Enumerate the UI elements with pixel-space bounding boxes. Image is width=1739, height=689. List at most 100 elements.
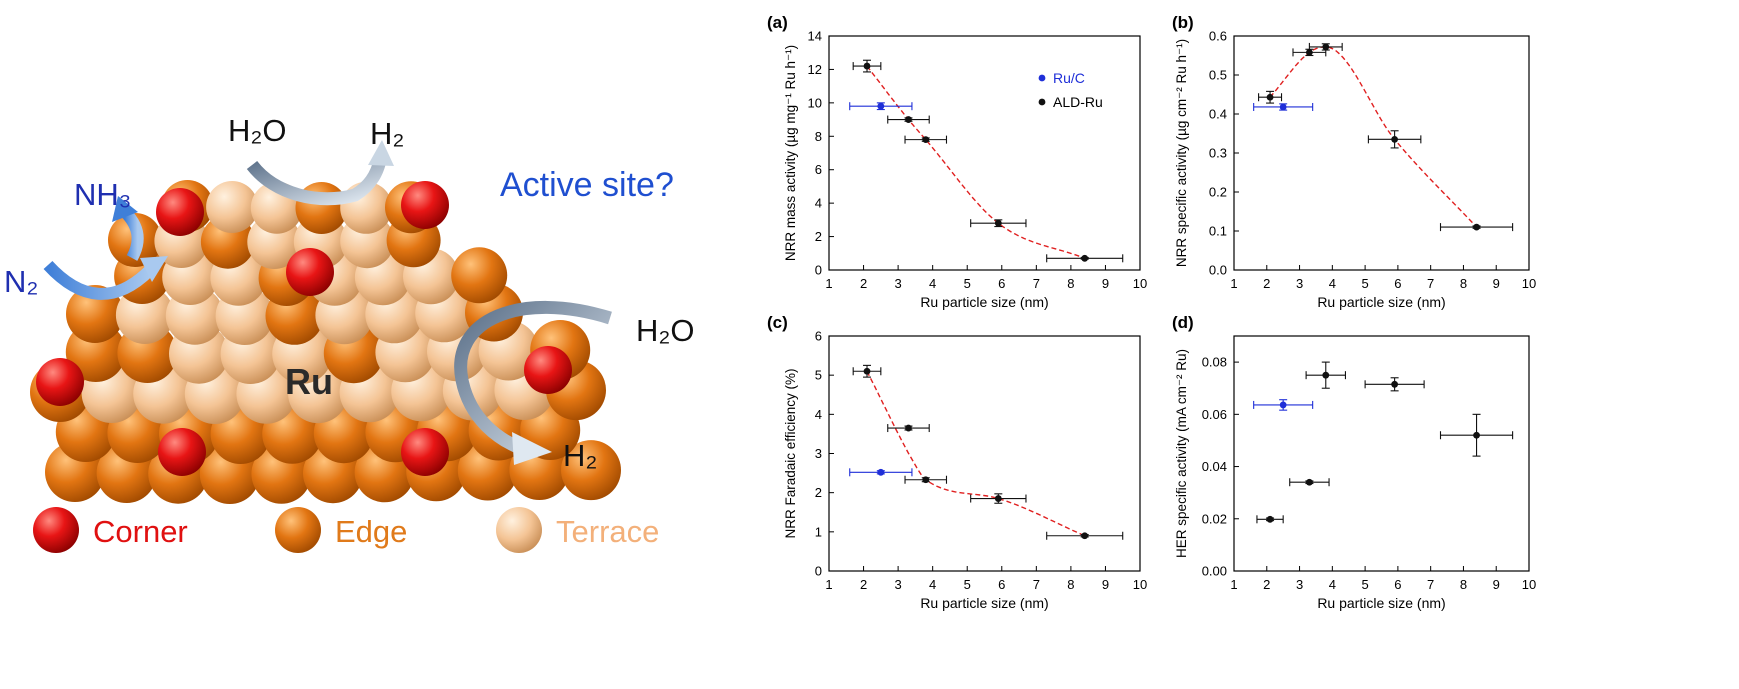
series-ald-ru bbox=[1258, 42, 1514, 232]
panel-label: (d) bbox=[1172, 313, 1194, 332]
y-tick-label: 0.3 bbox=[1209, 146, 1227, 161]
h2o-top-arrowhead-icon bbox=[368, 140, 394, 166]
chart-panel-d: 1 2 3 4 5 6 7 8 9 10 0.00 0.02 0.04 0.06 0.08 Ru partic… bbox=[1172, 313, 1536, 611]
plot-frame bbox=[828, 35, 1141, 271]
x-tick-label: 1 bbox=[1230, 276, 1237, 291]
x-tick-label: 10 bbox=[1133, 276, 1147, 291]
y-tick-label: 0.6 bbox=[1209, 29, 1227, 44]
y-axis-label: NRR mass activity (µg mg⁻¹ Ru h⁻¹) bbox=[783, 45, 798, 261]
legend-label: Ru/C bbox=[1053, 70, 1085, 86]
x-tick-label: 9 bbox=[1102, 276, 1109, 291]
corner-legend-label: Corner bbox=[93, 514, 188, 549]
x-tick-label: 2 bbox=[860, 276, 867, 291]
x-tick-label: 8 bbox=[1460, 276, 1467, 291]
x-tick-label: 8 bbox=[1067, 577, 1074, 592]
x-tick-label: 3 bbox=[1296, 577, 1303, 592]
y-axis-label: NRR specific activity (µg cm⁻² Ru h⁻¹) bbox=[1174, 39, 1189, 267]
y-tick-label: 10 bbox=[808, 95, 822, 110]
legend-label: ALD-Ru bbox=[1053, 94, 1103, 110]
n2-arrow-icon bbox=[43, 260, 155, 300]
x-axis-label: Ru particle size (nm) bbox=[920, 595, 1048, 611]
h2-right-arrowhead-icon bbox=[512, 432, 552, 465]
y-tick-label: 0.1 bbox=[1209, 224, 1227, 239]
x-tick-label: 7 bbox=[1427, 276, 1434, 291]
x-tick-label: 3 bbox=[894, 276, 901, 291]
x-tick-label: 1 bbox=[825, 577, 832, 592]
h2o-right-arrow-icon bbox=[454, 300, 612, 455]
x-tick-label: 2 bbox=[1263, 577, 1270, 592]
data-point bbox=[877, 468, 885, 476]
panel-label: (b) bbox=[1172, 13, 1194, 32]
x-tick-label: 4 bbox=[929, 577, 936, 592]
x-tick-label: 5 bbox=[964, 577, 971, 592]
x-tick-label: 3 bbox=[1296, 276, 1303, 291]
x-tick-label: 2 bbox=[1263, 276, 1270, 291]
data-point bbox=[1081, 254, 1089, 262]
n2-label: N₂ bbox=[4, 264, 38, 299]
data-point bbox=[1305, 478, 1313, 486]
x-tick-label: 6 bbox=[1394, 577, 1401, 592]
panel-label: (c) bbox=[767, 313, 788, 332]
corner-atom bbox=[158, 428, 206, 476]
x-tick-label: 5 bbox=[1361, 276, 1368, 291]
panel-label: (a) bbox=[767, 13, 788, 32]
data-point bbox=[905, 116, 912, 123]
data-point bbox=[863, 62, 871, 70]
atom bbox=[66, 285, 124, 343]
h2o-top-arrow-icon bbox=[246, 158, 387, 206]
x-tick-label: 6 bbox=[998, 276, 1005, 291]
h2-top-label: H₂ bbox=[370, 116, 404, 151]
y-tick-label: 0.0 bbox=[1209, 263, 1227, 278]
y-tick-label: 0.06 bbox=[1202, 407, 1227, 422]
atom bbox=[206, 181, 259, 233]
y-tick-label: 5 bbox=[815, 368, 822, 383]
x-axis-label: Ru particle size (nm) bbox=[1317, 595, 1445, 611]
series-ru-c bbox=[849, 102, 913, 111]
x-tick-label: 6 bbox=[998, 577, 1005, 592]
x-tick-label: 1 bbox=[1230, 577, 1237, 592]
series-ald-ru bbox=[852, 364, 1124, 540]
fit-curve bbox=[866, 370, 1085, 537]
data-point bbox=[994, 219, 1002, 227]
x-tick-label: 7 bbox=[1427, 577, 1434, 592]
y-tick-label: 0.04 bbox=[1202, 459, 1227, 474]
y-axis-label: HER specific activity (mA cm⁻² Ru) bbox=[1174, 349, 1189, 558]
y-tick-label: 0.08 bbox=[1202, 355, 1227, 370]
series-ru-c bbox=[1253, 102, 1314, 111]
y-tick-label: 0.2 bbox=[1209, 185, 1227, 200]
x-tick-label: 4 bbox=[929, 276, 936, 291]
x-tick-label: 9 bbox=[1493, 276, 1500, 291]
data-point bbox=[922, 476, 930, 484]
legend-marker bbox=[1038, 74, 1046, 82]
h2o-top-label: H₂O bbox=[228, 113, 287, 148]
plot-frame bbox=[1233, 335, 1530, 572]
y-axis-label: NRR Faradaic efficiency (%) bbox=[783, 368, 798, 538]
x-tick-label: 10 bbox=[1522, 577, 1536, 592]
active-site-question: Active site? bbox=[500, 166, 674, 204]
x-tick-label: 4 bbox=[1329, 276, 1336, 291]
data-point bbox=[1081, 532, 1089, 540]
y-tick-label: 6 bbox=[815, 162, 822, 177]
x-tick-label: 9 bbox=[1493, 577, 1500, 592]
chart-panel-b: 1 2 3 4 5 6 7 8 9 10 0.0 0.1 0.2 0.3 0.4 0.5 0.6 Ru parti… bbox=[1172, 13, 1536, 310]
x-tick-label: 8 bbox=[1460, 577, 1467, 592]
x-tick-label: 10 bbox=[1133, 577, 1147, 592]
terrace-legend-label: Terrace bbox=[556, 514, 659, 549]
y-tick-label: 2 bbox=[815, 229, 822, 244]
terrace-legend-icon bbox=[496, 507, 542, 553]
ru-nanoparticle-illustration bbox=[30, 180, 621, 504]
data-point bbox=[1266, 515, 1274, 523]
series-ald-ru bbox=[1256, 361, 1514, 524]
y-tick-label: 4 bbox=[815, 407, 822, 422]
atom bbox=[451, 247, 508, 304]
corner-atom bbox=[36, 358, 84, 406]
y-tick-label: 14 bbox=[808, 29, 822, 44]
y-tick-label: 0.4 bbox=[1209, 107, 1227, 122]
y-tick-label: 4 bbox=[815, 196, 822, 211]
data-point bbox=[863, 367, 871, 375]
corner-atom bbox=[524, 346, 572, 394]
x-tick-label: 10 bbox=[1522, 276, 1536, 291]
